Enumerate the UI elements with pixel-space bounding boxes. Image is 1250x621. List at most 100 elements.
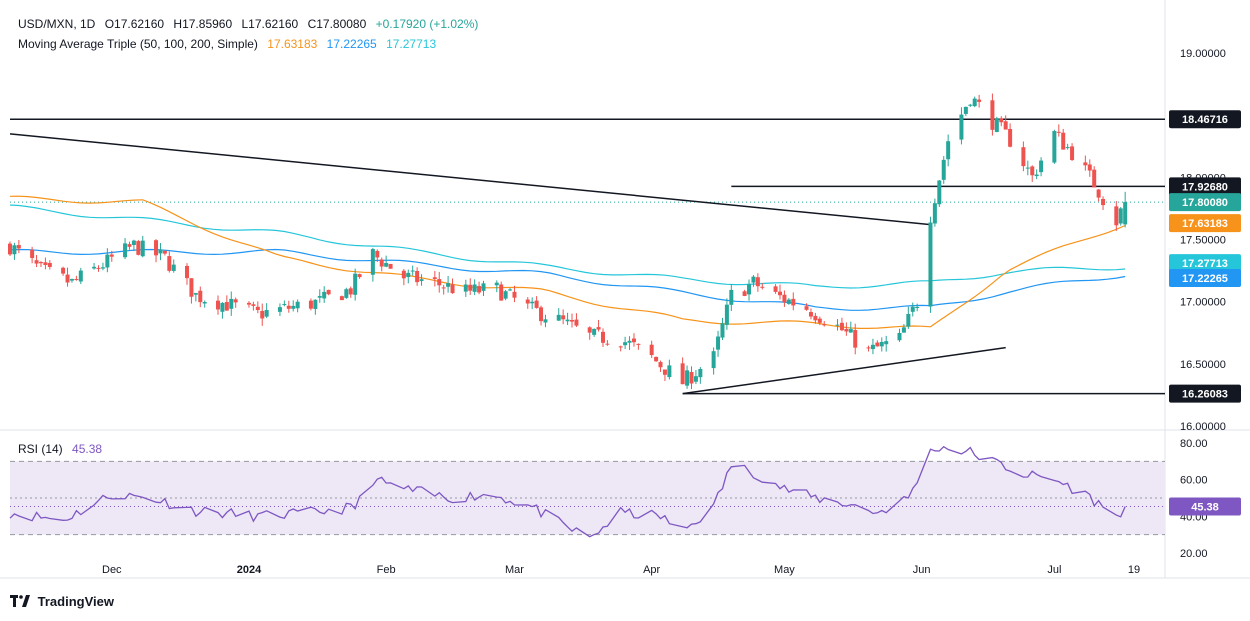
ma200-value: 17.27713 — [386, 37, 437, 51]
candle-body — [357, 274, 362, 278]
candle-body — [596, 327, 601, 330]
candle-body — [260, 310, 265, 319]
ma-header: Moving Average Triple (50, 100, 200, Sim… — [18, 37, 442, 51]
candle-body — [570, 320, 575, 322]
candle-body — [167, 256, 172, 271]
candle-body — [994, 118, 999, 132]
price-tag-last: 17.80080 — [1182, 197, 1228, 209]
candle-body — [623, 342, 628, 346]
candle-body — [839, 322, 844, 331]
rsi-line — [9, 445, 1126, 538]
candle-body — [972, 98, 977, 107]
candle-body — [1118, 208, 1123, 224]
candle-body — [109, 254, 114, 257]
low-value: L17.62160 — [241, 17, 299, 31]
ma200-line — [9, 204, 1126, 289]
candle-body — [477, 286, 482, 293]
candle-body — [246, 302, 251, 305]
candle-body — [946, 141, 951, 160]
candle-body — [910, 306, 915, 312]
candle-body — [34, 260, 39, 264]
candle-body — [100, 267, 105, 269]
candle-body — [494, 282, 499, 286]
candle-body — [1008, 128, 1013, 147]
candle-body — [127, 244, 132, 247]
brand-text: TradingView — [37, 594, 114, 609]
candle-body — [561, 315, 566, 320]
candle-body — [189, 278, 194, 297]
trendline-descending — [9, 133, 931, 226]
candle-body — [1034, 174, 1039, 177]
change-value: +0.17920 (+1.02%) — [375, 17, 479, 31]
candle-body — [1070, 146, 1075, 161]
candle-body — [543, 319, 548, 323]
candle-body — [636, 343, 641, 345]
candle-body — [941, 159, 946, 180]
candle-body — [556, 314, 561, 321]
candle-body — [747, 284, 752, 295]
candle-body — [233, 299, 238, 303]
candle-body — [295, 301, 300, 309]
candle-body — [224, 302, 229, 311]
candle-body — [468, 284, 473, 291]
symbol-label: USD/MXN, 1D — [18, 17, 96, 31]
candle-body — [193, 293, 198, 295]
candle-body — [16, 245, 21, 249]
close-value: C17.80080 — [307, 17, 367, 31]
candle-body — [1114, 206, 1119, 226]
price-tag-bg — [1169, 254, 1241, 273]
candle-body — [999, 118, 1004, 123]
candle-body — [344, 289, 349, 298]
candle-body — [384, 263, 389, 267]
candle-body — [419, 279, 424, 282]
price-tag-level: 16.26083 — [1182, 389, 1228, 401]
candle-body — [78, 270, 83, 282]
candle-body — [1123, 202, 1128, 225]
candle-body — [525, 299, 530, 304]
candle-body — [884, 341, 889, 345]
candle-body — [410, 270, 415, 272]
price-tag-level: 17.92680 — [1182, 181, 1228, 193]
rsi-axis-tick: 20.00 — [1180, 548, 1208, 560]
candle-body — [539, 307, 544, 322]
candle-body — [729, 289, 734, 305]
candle-body — [565, 319, 570, 322]
candle-body — [773, 286, 778, 292]
candle-body — [286, 305, 291, 309]
rsi-axis-tick: 60.00 — [1180, 475, 1208, 487]
candle-body — [322, 291, 327, 299]
price-axis-tick: 16.00000 — [1180, 421, 1226, 433]
time-axis-tick: Dec — [102, 564, 122, 576]
tradingview-logo-icon — [10, 595, 30, 607]
candle-body — [1030, 166, 1035, 176]
price-tag-ma50: 17.63183 — [1182, 218, 1228, 230]
candle-body — [220, 302, 225, 312]
candle-body — [140, 240, 145, 257]
candle-body — [685, 370, 690, 386]
candle-body — [724, 304, 729, 325]
candle-body — [587, 327, 592, 333]
candle-body — [870, 344, 875, 350]
candle-body — [1083, 162, 1088, 166]
candle-body — [631, 338, 636, 343]
candle-body — [277, 307, 282, 312]
candle-body — [627, 340, 632, 343]
candle-body — [43, 262, 48, 265]
candle-body — [348, 288, 353, 295]
candle-body — [716, 336, 721, 350]
candle-body — [379, 259, 384, 267]
candle-body — [198, 290, 203, 303]
time-axis-tick: Jul — [1047, 564, 1061, 576]
candle-body — [1087, 164, 1092, 171]
candle-body — [1003, 121, 1008, 130]
candle-body — [375, 250, 380, 258]
candle-body — [658, 362, 663, 368]
candle-body — [1061, 132, 1066, 150]
candle-body — [61, 267, 66, 274]
price-tag-bg — [1169, 193, 1241, 212]
candle-body — [808, 312, 813, 317]
candle-body — [875, 342, 880, 347]
time-axis-tick: Feb — [377, 564, 396, 576]
candle-body — [401, 270, 406, 279]
